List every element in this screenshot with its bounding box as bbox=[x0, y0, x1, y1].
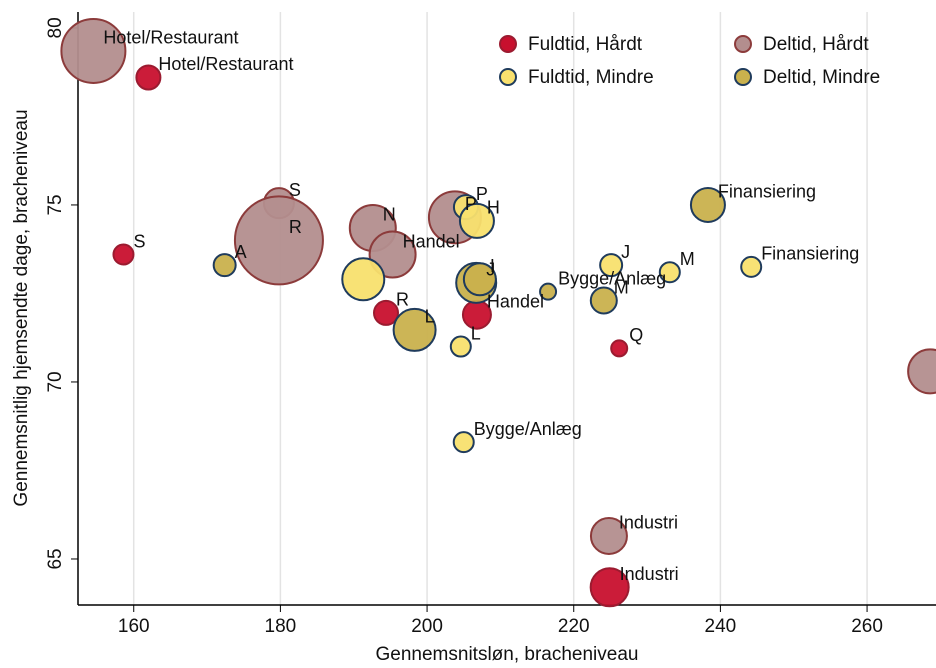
legend: Fuldtid, Hårdt Deltid, Hårdt Fuldtid, Mind… bbox=[499, 34, 880, 88]
point-label: Q bbox=[629, 325, 643, 345]
point-label: P bbox=[476, 184, 488, 204]
legend-marker bbox=[734, 35, 752, 53]
legend-marker bbox=[734, 68, 752, 86]
x-tick-label: 200 bbox=[411, 616, 443, 637]
bubble bbox=[452, 431, 475, 454]
x-tick-label: 240 bbox=[705, 616, 737, 637]
bubble bbox=[689, 186, 726, 223]
legend-label: Deltid, Hårdt bbox=[763, 34, 869, 55]
point-label: R bbox=[396, 290, 409, 310]
point-label: Handel bbox=[403, 231, 460, 251]
x-tick-label: 180 bbox=[265, 616, 297, 637]
legend-marker bbox=[499, 68, 517, 86]
y-tick-label: 65 bbox=[45, 548, 66, 569]
point-label: Hotel/Restaurant bbox=[103, 28, 238, 48]
point-label: H bbox=[487, 198, 500, 218]
legend-label: Deltid, Mindre bbox=[763, 67, 880, 88]
bubble bbox=[341, 257, 386, 302]
x-tick-label: 260 bbox=[851, 616, 883, 637]
x-tick-label: 160 bbox=[118, 616, 150, 637]
point-label: Industri bbox=[620, 564, 679, 584]
bubble bbox=[740, 255, 763, 278]
y-tick-label: 75 bbox=[45, 194, 66, 215]
point-label: A bbox=[235, 242, 247, 262]
point-label: M bbox=[680, 249, 695, 269]
legend-marker bbox=[499, 35, 517, 53]
bubble bbox=[392, 307, 437, 352]
point-label: J bbox=[621, 242, 630, 262]
bubble bbox=[462, 262, 497, 297]
bubble bbox=[589, 567, 630, 608]
bubble bbox=[907, 348, 936, 395]
point-label: Bygge/Anlæg bbox=[558, 268, 666, 288]
bubble bbox=[589, 516, 628, 555]
bubble bbox=[599, 253, 624, 278]
bubble bbox=[135, 64, 162, 91]
bubble bbox=[539, 282, 558, 301]
point-label: L bbox=[471, 323, 481, 343]
point-label: S bbox=[133, 231, 145, 251]
bubble bbox=[658, 261, 681, 284]
bubble bbox=[589, 286, 618, 315]
bubble bbox=[112, 243, 135, 266]
bubble bbox=[60, 17, 127, 84]
bubble bbox=[610, 339, 629, 358]
x-tick-label: 220 bbox=[558, 616, 590, 637]
bubble bbox=[233, 195, 324, 286]
point-label: R bbox=[289, 217, 302, 237]
point-label: Finansiering bbox=[761, 244, 859, 264]
bubble bbox=[373, 299, 399, 326]
point-label: Industri bbox=[619, 513, 678, 533]
point-label: Handel bbox=[487, 291, 544, 311]
point-label: Hotel/Restaurant bbox=[158, 54, 293, 74]
point-label: Finansiering bbox=[718, 182, 816, 202]
point-label: L bbox=[425, 307, 435, 327]
point-label: I bbox=[490, 256, 495, 276]
point-label: J bbox=[486, 260, 495, 280]
point-label: M bbox=[614, 277, 629, 297]
point-label: S bbox=[289, 180, 301, 200]
bubble bbox=[212, 253, 237, 278]
x-axis-label: Gennemsnitsløn, bracheniveau bbox=[376, 644, 639, 665]
point-label: P bbox=[465, 194, 477, 214]
y-tick-label: 70 bbox=[45, 371, 66, 392]
legend-label: Fuldtid, Hårdt bbox=[528, 34, 643, 55]
bubble bbox=[449, 335, 472, 358]
bubble bbox=[368, 230, 417, 279]
bubble bbox=[458, 202, 495, 239]
y-axis-label: Gennemsnitlig hjemsendte dage, bracheniv… bbox=[11, 109, 32, 506]
legend-label: Fuldtid, Mindre bbox=[528, 67, 654, 88]
point-label: Bygge/Anlæg bbox=[474, 419, 582, 439]
point-label: N bbox=[383, 205, 396, 225]
y-tick-label: 80 bbox=[45, 17, 66, 38]
